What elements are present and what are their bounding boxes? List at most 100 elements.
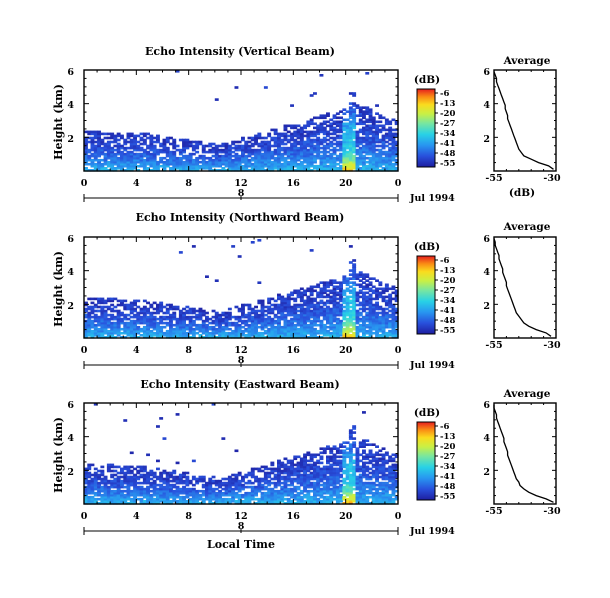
y-tick-labels: 6 4 2: [67, 67, 74, 145]
echo-cell: [175, 491, 180, 495]
echo-cell: [290, 471, 294, 475]
echo-cell: [352, 271, 357, 274]
echo-cell: [299, 146, 304, 150]
echo-cell: [286, 130, 291, 134]
echo-cell: [263, 467, 268, 471]
echo-cell: [263, 485, 268, 489]
echo-cell: [329, 124, 334, 128]
echo-cell: [342, 463, 347, 467]
echo-cell: [381, 299, 386, 303]
echo-cell: [286, 471, 291, 475]
echo-cell: [214, 317, 219, 321]
echo-cell: [299, 469, 304, 473]
echo-cell: [116, 164, 121, 168]
echo-cell: [162, 491, 167, 495]
echo-cell: [90, 463, 95, 467]
echo-cell: [90, 164, 95, 168]
echo-cell: [394, 323, 399, 327]
echo-cell: [345, 307, 350, 311]
echo-cell: [313, 140, 317, 144]
echo-cell: [362, 493, 366, 497]
echo-cell: [355, 311, 360, 315]
echo-cell: [326, 295, 330, 299]
echo-cell: [319, 331, 324, 335]
echo-cell: [326, 321, 330, 325]
echo-cell: [185, 144, 190, 148]
echo-cell: [296, 487, 301, 491]
echo-cell: [136, 144, 141, 148]
colorbar-tick-label: -48: [440, 149, 455, 159]
colorbar-tick-label: -34: [440, 129, 455, 139]
echo-cell: [283, 167, 288, 170]
echo-cell: [368, 451, 373, 455]
echo-cell: [175, 413, 180, 416]
echo-cell: [241, 146, 245, 150]
echo-cell: [362, 130, 366, 134]
echo-cell: [322, 475, 327, 479]
echo-cell: [123, 156, 128, 160]
echo-cell: [270, 500, 275, 503]
echo-cell: [322, 140, 327, 144]
echo-cell: [286, 483, 291, 487]
echo-cell: [156, 497, 160, 501]
echo-cell: [165, 146, 170, 150]
echo-cell: [299, 467, 304, 471]
echo-cell: [123, 471, 128, 475]
echo-cell: [247, 331, 252, 335]
echo-cell: [97, 485, 101, 489]
echo-cell: [342, 277, 347, 280]
echo-cell: [169, 489, 173, 493]
echo-cell: [352, 110, 357, 113]
echo-cell: [355, 140, 360, 144]
echo-cell: [355, 479, 360, 483]
echo-cell: [309, 457, 314, 461]
echo-cell: [391, 152, 396, 156]
echo-cell: [306, 327, 311, 331]
echo-cell: [120, 134, 124, 138]
echo-cell: [368, 277, 373, 280]
echo-cell: [162, 485, 167, 489]
echo-cell: [214, 481, 219, 485]
echo-cell: [241, 154, 245, 158]
y-tick-labels: 6 4 2: [67, 234, 74, 312]
echo-cell: [394, 321, 399, 325]
echo-cell: [254, 331, 258, 335]
echo-cell: [182, 481, 186, 485]
echo-cell: [178, 323, 183, 327]
echo-cell: [188, 493, 193, 497]
echo-cell: [260, 317, 265, 321]
echo-cell: [97, 317, 101, 321]
echo-cell: [299, 152, 304, 156]
echo-cell: [250, 136, 255, 140]
echo-cell: [309, 160, 314, 164]
echo-cell: [375, 128, 379, 132]
echo-cell: [378, 475, 383, 479]
echo-cell: [306, 297, 311, 301]
echo-cell: [296, 491, 301, 495]
echo-cell: [159, 489, 164, 493]
echo-cell: [342, 144, 347, 148]
echo-cell: [352, 431, 357, 434]
echo-cell: [384, 459, 389, 463]
echo-cell: [378, 164, 383, 168]
echo-cell: [133, 493, 137, 497]
echo-cell: [247, 336, 252, 339]
echo-cell: [257, 481, 262, 485]
echo-cell: [381, 323, 386, 327]
echo-cell: [384, 118, 389, 122]
echo-cell: [283, 309, 288, 313]
echo-cell: [126, 164, 131, 168]
echo-cell: [277, 471, 281, 475]
echo-cell: [296, 323, 301, 327]
echo-cell: [100, 297, 105, 301]
echo-cell: [188, 311, 193, 315]
echo-cell: [296, 295, 301, 299]
echo-cell: [257, 134, 262, 138]
echo-cell: [283, 138, 288, 142]
echo-cell: [365, 461, 370, 465]
echo-cell: [110, 152, 115, 156]
echo-cell: [391, 479, 396, 483]
echo-cell: [218, 502, 222, 505]
echo-cell: [185, 479, 190, 483]
echo-cell: [286, 134, 291, 138]
